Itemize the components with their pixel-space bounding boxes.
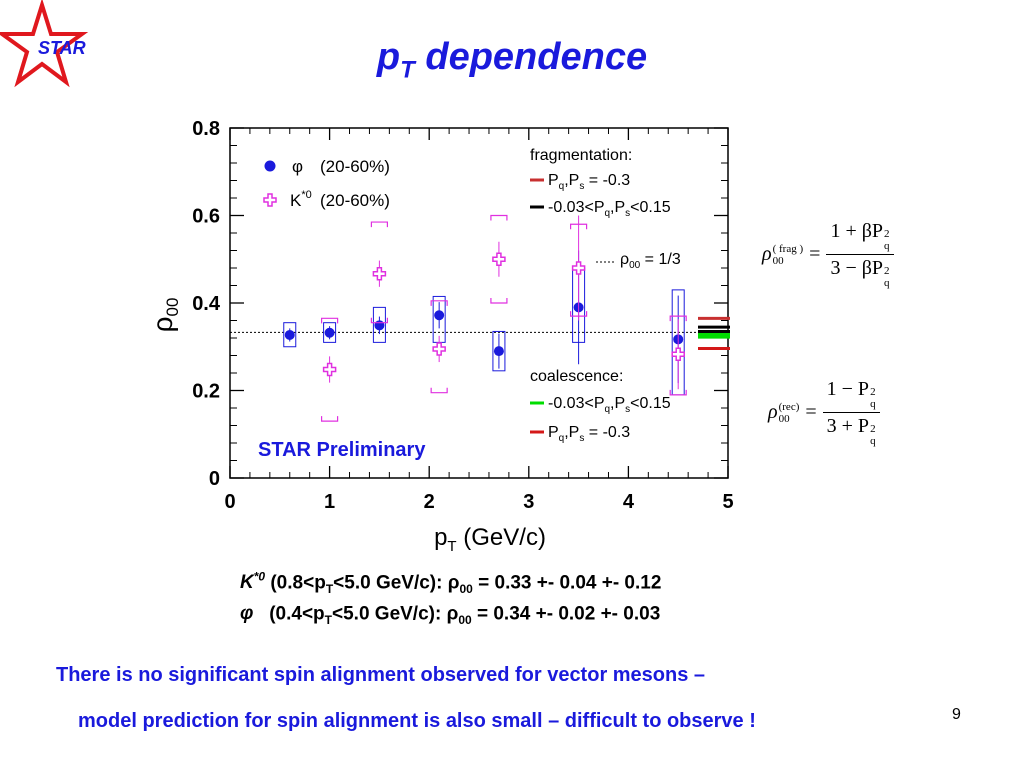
kstar-sys-cap-bottom [321, 416, 339, 422]
x-axis-label: pT (GeV/c) [434, 524, 546, 555]
star-logo-shape [0, 0, 89, 88]
kstar-data-point [492, 252, 506, 266]
kstar-data-point [671, 347, 685, 361]
kstar-sys-cap-bottom [669, 389, 687, 396]
legend-kstar-symbol: K*0 [290, 189, 312, 210]
x-tick-label: 4 [623, 491, 635, 513]
x-tick-label: 5 [722, 491, 733, 513]
kstar-data-point [432, 342, 446, 356]
rho00-vs-pt-chart: ρ00 pT (GeV/c) 0 1 2 3 4 5 0 0.2 0.4 0.6 0.8 φ (20… [147, 118, 734, 555]
y-tick-label: 0 [209, 468, 220, 490]
kstar-data-point [571, 261, 586, 275]
page-number: 9 [952, 706, 961, 723]
formula-frag-num: 1 + βP [830, 220, 884, 242]
kstar-sys-cap-top [321, 317, 339, 324]
y-tick-label: 0.2 [192, 381, 220, 403]
plot-frame [229, 127, 729, 479]
legend-frag-line1: Pq,Ps = -0.3 [548, 172, 630, 192]
result-kstar: K*0 (0.8<pT<5.0 GeV/c): ρ00 = 0.33 +- 0.… [240, 570, 662, 597]
kstar-sys-cap-bottom [430, 387, 448, 394]
phi-sys-box [372, 306, 386, 343]
legend-rho13: ρ00 = 1/3 [620, 251, 681, 271]
legend-coal-line2: Pq,Ps = -0.3 [548, 424, 630, 444]
legend-coal-line1: -0.03<Pq,Ps<0.15 [548, 395, 671, 415]
y-tick-label: 0.6 [192, 206, 220, 228]
legend-frag-line2: -0.03<Pq,Ps<0.15 [548, 199, 671, 219]
legend-fragmentation-title: fragmentation: [530, 147, 632, 164]
kstar-sys-cap-top [490, 214, 508, 221]
y-tick-label: 0.4 [192, 293, 221, 315]
phi-sys-box [323, 322, 337, 343]
kstar-sys-cap-top [669, 315, 687, 322]
phi-sys-box [283, 322, 297, 348]
y-axis-label: ρ00 [147, 298, 182, 333]
conclusion-line-2: model prediction for spin alignment is a… [78, 710, 756, 732]
x-tick-label: 2 [424, 491, 435, 513]
result-phi: φ (0.4<pT<5.0 GeV/c): ρ00 = 0.34 +- 0.02… [240, 603, 661, 628]
page-title: pT dependence [376, 36, 648, 84]
x-tick-label: 0 [224, 491, 235, 513]
legend-phi-symbol: φ [292, 157, 303, 176]
legend-coalescence-title: coalescence: [530, 368, 623, 385]
phi-sys-box [492, 330, 506, 372]
x-tick-label: 1 [324, 491, 335, 513]
legend-phi-label: (20-60%) [320, 157, 390, 176]
y-tick-label: 0.8 [192, 118, 220, 140]
star-preliminary-label: STAR Preliminary [258, 439, 426, 461]
star-logo-text: STAR [38, 38, 86, 58]
phi-data-point [493, 346, 504, 357]
kstar-sys-cap-top [430, 300, 448, 306]
x-tick-label: 3 [523, 491, 534, 513]
formula-frag-den: 3 − βP [830, 257, 884, 279]
phi-data-point [324, 327, 335, 338]
formula-frag-sup: ( frag ) [772, 242, 804, 255]
formula-rec-sub: 00 [778, 412, 790, 425]
phi-data-point [434, 310, 445, 321]
star-logo: STAR [0, 0, 89, 88]
formula-rec-den: 3 + P [826, 415, 870, 437]
formula-frag: ρ ( frag ) 00 = 1 + βP 2 q 3 − βP 2 q [762, 220, 894, 289]
kstar-sys-cap-bottom [370, 317, 388, 324]
legend-phi-marker [264, 160, 276, 172]
formula-rec-num: 1 − P [826, 378, 870, 400]
phi-data-point [374, 320, 385, 331]
formula-rec-sup: (rec) [778, 400, 800, 413]
kstar-sys-cap-bottom [490, 298, 508, 304]
kstar-data-point [372, 266, 387, 281]
conclusion-line-1: There is no significant spin alignment o… [56, 664, 706, 686]
phi-data-point [284, 329, 295, 340]
kstar-data-point [322, 362, 337, 377]
legend-kstar-label: (20-60%) [320, 191, 390, 210]
formula-frag-sub: 00 [772, 254, 784, 267]
legend-kstar-marker [263, 193, 277, 207]
kstar-sys-cap-top [370, 221, 388, 228]
